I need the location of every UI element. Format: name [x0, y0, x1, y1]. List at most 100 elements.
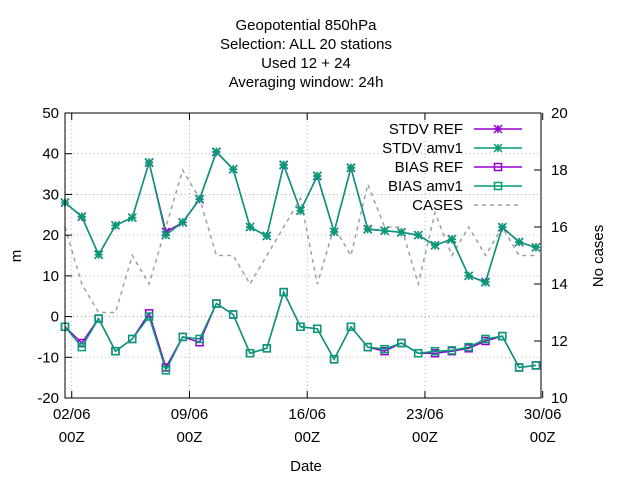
data-point [127, 213, 137, 223]
y2-tick-label: 10 [551, 390, 568, 407]
data-point [195, 334, 204, 344]
series-cases [64, 168, 536, 314]
data-point [245, 348, 255, 358]
x-tick-label: 02/06 [53, 406, 91, 423]
chart-title: Geopotential 850hPa Selection: ALL 20 sta… [220, 17, 392, 91]
legend-entry: STDV REF [389, 121, 522, 138]
y2-tick-label: 12 [551, 333, 568, 350]
data-point [531, 242, 541, 252]
data-point [110, 220, 120, 230]
data-point [447, 346, 457, 355]
title-line: Geopotential 850hPa [236, 17, 378, 34]
x-tick-label: 00Z [177, 429, 203, 446]
legend-entry: STDV amv1 [382, 140, 522, 157]
y-tick-label: 20 [42, 227, 59, 244]
y2-tick-label: 20 [551, 105, 568, 122]
data-point [464, 342, 473, 352]
x-tick-label: 30/06 [524, 406, 562, 423]
x-tick-label: 00Z [294, 429, 320, 446]
legend-marker [493, 181, 503, 191]
data-point [514, 363, 524, 372]
legend-entry: BIAS REF [395, 159, 522, 176]
data-point [498, 331, 507, 341]
grid [65, 113, 541, 398]
data-point [178, 332, 187, 342]
legend-marker [493, 162, 503, 172]
data-point [413, 230, 423, 240]
data-point [77, 211, 87, 221]
data-point [262, 231, 272, 241]
data-point [161, 230, 171, 240]
data-point [531, 361, 541, 370]
data-point [430, 346, 440, 356]
legend-marker [493, 143, 503, 153]
data-point [212, 299, 221, 308]
data-point [497, 222, 507, 232]
data-point [94, 314, 103, 323]
y-tick-label: 50 [42, 105, 59, 122]
y-axis-label: m [8, 250, 25, 263]
data-point [94, 250, 104, 260]
series-bias-amv1 [60, 287, 541, 375]
legend: STDV REF STDV amv1 BIAS REF BIAS amv1 CASES [382, 121, 522, 214]
data-point [279, 287, 288, 297]
data-point [413, 348, 423, 358]
y2-tick-label: 14 [551, 276, 568, 293]
data-point [363, 342, 373, 352]
y-tick-label: 10 [42, 268, 59, 285]
data-point [313, 324, 322, 334]
data-point [295, 206, 306, 216]
data-point [480, 277, 491, 287]
legend-marker [493, 124, 503, 134]
x-tick-label: 00Z [530, 429, 556, 446]
legend-label: STDV amv1 [382, 140, 463, 157]
data-point [329, 355, 339, 364]
x-tick-label: 00Z [59, 429, 85, 446]
legend-entry: BIAS amv1 [388, 178, 522, 195]
data-point [144, 312, 154, 321]
data-point [514, 237, 524, 247]
series-line [64, 168, 536, 314]
y-tick-label: 0 [51, 309, 59, 326]
data-point [397, 338, 406, 348]
title-line: Used 12 + 24 [261, 55, 351, 72]
data-point [380, 344, 389, 354]
data-point [329, 227, 339, 237]
series-stdv-amv1 [60, 147, 541, 287]
data-point [111, 346, 120, 356]
legend-label: STDV REF [389, 121, 463, 138]
data-point [211, 147, 221, 157]
y2-tick-label: 18 [551, 162, 568, 179]
data-point [178, 217, 188, 227]
y2-axis-label: No cases [590, 225, 607, 288]
data-point [396, 227, 406, 237]
data-point [245, 222, 255, 232]
legend-label: BIAS amv1 [388, 178, 463, 195]
legend-label: CASES [412, 197, 463, 214]
x-tick-label: 16/06 [288, 406, 326, 423]
data-point [346, 163, 356, 173]
series-line [64, 290, 537, 373]
data-point [144, 157, 154, 167]
plot-area [60, 147, 541, 375]
data-point [447, 234, 457, 244]
y-tick-label: -20 [37, 390, 59, 407]
data-point [195, 194, 205, 204]
data-point [464, 271, 474, 281]
data-point [430, 240, 440, 250]
axes: -20 -10 0 10 20 30 40 50 10 12 14 16 18 20 02/06 00Z 09/… [37, 105, 567, 446]
legend-label: BIAS REF [395, 159, 463, 176]
y-tick-label: 40 [42, 146, 59, 163]
data-point [380, 226, 390, 236]
title-line: Averaging window: 24h [229, 74, 384, 91]
data-point [228, 164, 238, 174]
y2-tick-label: 16 [551, 219, 568, 236]
x-tick-label: 23/06 [406, 406, 444, 423]
data-point [279, 160, 289, 170]
data-point [77, 342, 87, 352]
data-point [312, 171, 322, 181]
x-tick-label: 00Z [412, 429, 438, 446]
data-point [296, 322, 305, 331]
x-tick-label: 09/06 [171, 406, 209, 423]
